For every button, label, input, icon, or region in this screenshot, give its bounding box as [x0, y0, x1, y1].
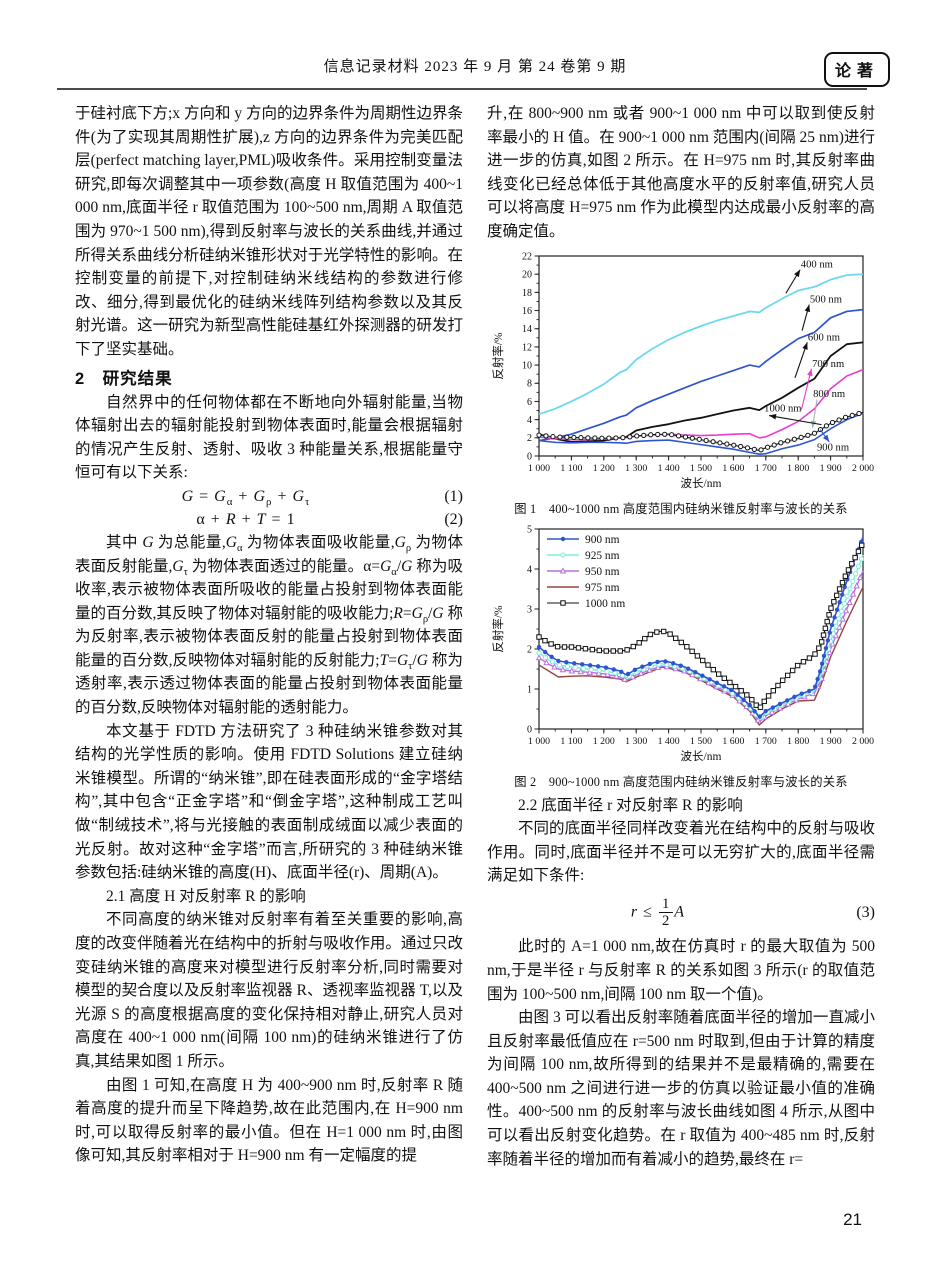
svg-text:5: 5	[527, 524, 532, 535]
svg-text:1 100: 1 100	[560, 736, 582, 747]
svg-text:1 300: 1 300	[625, 736, 647, 747]
svg-text:10: 10	[522, 360, 532, 371]
figure-2: 1 000 1 100 1 200 1 300 1 400 1 500 1 600 1 700…	[487, 523, 875, 790]
svg-text:600 nm: 600 nm	[808, 332, 841, 343]
section-2-1-heading: 2.1 高度 H 对反射率 R 的影响	[106, 887, 306, 905]
svg-text:20: 20	[522, 269, 532, 280]
header-rule	[57, 88, 867, 90]
figure-1: 1 000 1 100 1 200 1 300 1 400 1 500 1 600 1 700…	[487, 250, 875, 517]
svg-text:1 000: 1 000	[528, 736, 550, 747]
equation-1-number: (1)	[444, 487, 463, 505]
svg-text:1: 1	[527, 684, 532, 695]
svg-text:950 nm: 950 nm	[585, 565, 620, 577]
svg-text:3: 3	[527, 604, 532, 615]
paragraph-radiation: 自然界中的任何物体都在不断地向外辐射能量,当物体辐射出去的辐射能投射到物体表面时…	[75, 393, 463, 482]
svg-text:1 100: 1 100	[560, 463, 582, 474]
svg-text:1 800: 1 800	[787, 736, 809, 747]
paragraph-continuation: 于硅衬底下方;x 方向和 y 方向的边界条件为周期性边界条件(为了实现其周期性扩…	[75, 105, 463, 358]
equation-2-number: (2)	[444, 510, 463, 528]
svg-text:6: 6	[527, 396, 532, 407]
svg-text:700 nm: 700 nm	[812, 358, 845, 369]
svg-text:1 700: 1 700	[755, 463, 777, 474]
svg-text:18: 18	[522, 287, 532, 298]
figure-2-chart: 1 000 1 100 1 200 1 300 1 400 1 500 1 600 1 700…	[491, 524, 874, 763]
svg-text:1 600: 1 600	[722, 463, 744, 474]
equation-2-body: α + R + T = 1	[196, 510, 296, 528]
svg-text:8: 8	[527, 378, 532, 389]
equation-1-body: G = Gα + Gρ + Gτ	[181, 487, 311, 509]
svg-text:4: 4	[527, 564, 532, 575]
journal-header-line: 信息记录材料 2023 年 9 月 第 24 卷第 9 期	[323, 59, 627, 75]
svg-text:925 nm: 925 nm	[585, 549, 620, 561]
paragraph-rise: 升,在 800~900 nm 或者 900~1 000 nm 中可以取到使反射率…	[487, 105, 875, 240]
svg-text:波长/nm: 波长/nm	[681, 477, 722, 490]
svg-text:14: 14	[522, 324, 532, 335]
svg-text:16: 16	[522, 306, 532, 317]
svg-text:反射率/%: 反射率/%	[491, 332, 505, 380]
equation-2: α + R + T = 1 (2)	[75, 508, 463, 531]
svg-text:1000 nm: 1000 nm	[764, 403, 802, 414]
svg-text:1 400: 1 400	[658, 736, 680, 747]
equation-1: G = Gα + Gρ + Gτ (1)	[75, 485, 463, 508]
svg-text:2 000: 2 000	[852, 736, 874, 747]
figure-1-chart: 1 000 1 100 1 200 1 300 1 400 1 500 1 600 1 700…	[491, 251, 874, 490]
svg-text:2 000: 2 000	[852, 463, 874, 474]
section-2-2-heading: 2.2 底面半径 r 对反射率 R 的影响	[518, 796, 743, 814]
figure-1-caption: 图 1 400~1000 nm 高度范围内硅纳米锥反射率与波长的关系	[514, 501, 848, 516]
svg-text:2: 2	[527, 433, 532, 444]
svg-text:500 nm: 500 nm	[810, 294, 843, 305]
right-column: 升,在 800~900 nm 或者 900~1 000 nm 中可以取到使反射率…	[487, 102, 875, 1171]
svg-text:12: 12	[522, 342, 532, 353]
paragraph-radius-2: 此时的 A=1 000 nm,故在仿真时 r 的最大取值为 500 nm,于是半…	[487, 938, 875, 1003]
svg-text:1 900: 1 900	[820, 736, 842, 747]
page-number: 21	[843, 1210, 862, 1229]
svg-text:0: 0	[527, 451, 532, 462]
svg-text:975 nm: 975 nm	[585, 581, 620, 593]
svg-text:1 300: 1 300	[625, 463, 647, 474]
svg-text:1 400: 1 400	[658, 463, 680, 474]
svg-text:1 500: 1 500	[690, 463, 712, 474]
paragraph-height-2: 由图 1 可知,在高度 H 为 400~900 nm 时,反射率 R 随着高度的…	[75, 1076, 463, 1165]
svg-text:1 500: 1 500	[690, 736, 712, 747]
svg-text:1 600: 1 600	[722, 736, 744, 747]
article-type-badge: 论著	[823, 52, 890, 87]
svg-text:2: 2	[527, 644, 532, 655]
svg-text:1 200: 1 200	[593, 463, 615, 474]
svg-text:1 000: 1 000	[528, 463, 550, 474]
svg-text:1000 nm: 1000 nm	[585, 597, 625, 609]
svg-text:1 800: 1 800	[787, 463, 809, 474]
figure-2-caption: 图 2 900~1000 nm 高度范围内硅纳米锥反射率与波长的关系	[514, 774, 848, 789]
paragraph-radius-3: 由图 3 可以看出反射率随着底面半径的增加一直减小且反射率最低值应在 r=500…	[487, 1009, 875, 1168]
svg-text:1 700: 1 700	[755, 736, 777, 747]
svg-text:反射率/%: 反射率/%	[491, 605, 505, 653]
paragraph-height-1: 不同高度的纳米锥对反射率有着至关重要的影响,高度的改变伴随着光在结构中的折射与吸…	[75, 911, 463, 1070]
svg-text:22: 22	[522, 251, 532, 262]
svg-text:1 200: 1 200	[593, 736, 615, 747]
section-2-heading: 2 研究结果	[75, 369, 173, 388]
svg-text:波长/nm: 波长/nm	[681, 750, 722, 763]
paragraph-fdtd: 本文基于 FDTD 方法研究了 3 种硅纳米锥参数对其结构的光学性质的影响。使用…	[75, 722, 463, 882]
paragraph-energy-terms: 其中 G 为总能量,Gα 为物体表面吸收能量,Gρ 为物体表面反射能量,Gτ 为…	[75, 533, 463, 717]
svg-text:0: 0	[527, 724, 532, 735]
svg-text:900 nm: 900 nm	[817, 442, 850, 453]
equation-3-number: (3)	[856, 903, 875, 921]
svg-text:800 nm: 800 nm	[813, 389, 846, 400]
svg-text:1 900: 1 900	[820, 463, 842, 474]
svg-text:4: 4	[527, 415, 532, 426]
paragraph-radius-1: 不同的底面半径同样改变着光在结构中的反射与吸收作用。同时,底面半径并不是可以无穷…	[487, 820, 875, 885]
left-column: 于硅衬底下方;x 方向和 y 方向的边界条件为周期性边界条件(为了实现其周期性扩…	[75, 102, 463, 1171]
svg-text:400 nm: 400 nm	[801, 259, 834, 270]
svg-text:900 nm: 900 nm	[585, 533, 620, 545]
two-column-body: 于硅衬底下方;x 方向和 y 方向的边界条件为周期性边界条件(为了实现其周期性扩…	[75, 102, 875, 1171]
